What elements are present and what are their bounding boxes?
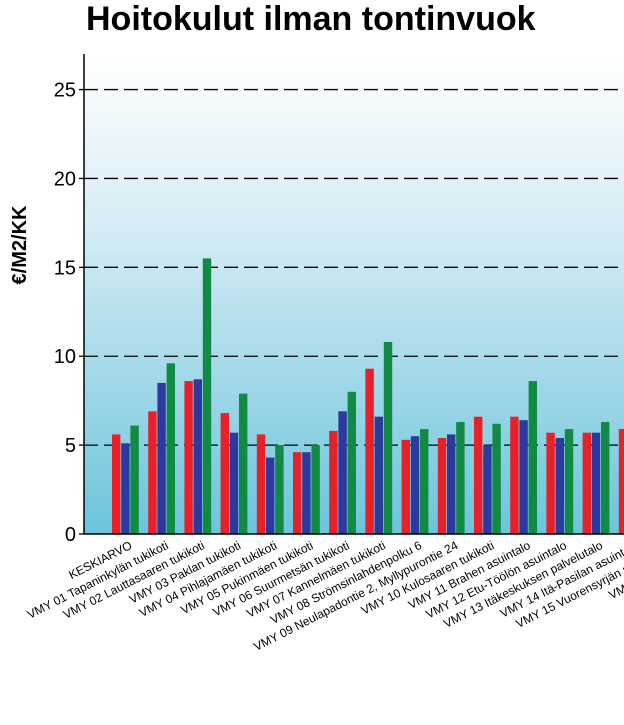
chart-title: Hoitokulut ilman tontinvuok	[86, 0, 536, 38]
bar	[383, 342, 393, 534]
bar	[437, 438, 447, 534]
bar	[112, 434, 121, 534]
bar	[275, 445, 284, 534]
bar	[302, 452, 311, 534]
bar	[311, 445, 320, 534]
bar	[148, 411, 157, 534]
bar	[365, 368, 374, 534]
bar	[601, 422, 610, 534]
bar	[121, 443, 130, 534]
bar	[483, 445, 492, 534]
bar	[420, 429, 429, 534]
bar	[582, 432, 591, 534]
bar	[401, 439, 410, 534]
bar	[555, 438, 564, 534]
bar	[256, 434, 266, 534]
bar	[166, 363, 175, 534]
y-tick-label: 5	[65, 435, 76, 457]
bar	[220, 413, 229, 534]
bar	[130, 425, 139, 534]
bar	[374, 416, 383, 534]
y-axis-label: €/M2/KK	[9, 205, 31, 284]
bar	[266, 457, 275, 534]
bar	[239, 393, 248, 534]
bar	[410, 436, 420, 534]
y-tick-label: 10	[54, 346, 76, 368]
bar	[510, 416, 519, 534]
y-tick-label: 15	[54, 257, 76, 279]
bar	[229, 432, 239, 534]
bar	[293, 452, 302, 534]
bar	[564, 429, 574, 534]
bar	[347, 391, 356, 534]
bar	[202, 258, 212, 534]
bar	[329, 430, 338, 534]
y-tick-labels: 0 5 10 15 20 25	[54, 80, 84, 546]
y-tick-label: 25	[54, 80, 76, 102]
bar	[591, 432, 601, 534]
bar	[447, 434, 456, 534]
bar	[618, 429, 624, 534]
bar	[184, 381, 193, 534]
bar	[193, 379, 202, 534]
bar	[474, 416, 483, 534]
bar	[519, 420, 528, 534]
bar	[456, 422, 465, 534]
y-tick-label: 0	[65, 524, 76, 546]
y-tick-label: 20	[54, 168, 76, 190]
bar	[546, 432, 555, 534]
bar	[492, 423, 501, 534]
bars	[112, 258, 624, 534]
bar	[338, 411, 347, 534]
bar	[157, 382, 166, 534]
bar	[528, 381, 537, 534]
